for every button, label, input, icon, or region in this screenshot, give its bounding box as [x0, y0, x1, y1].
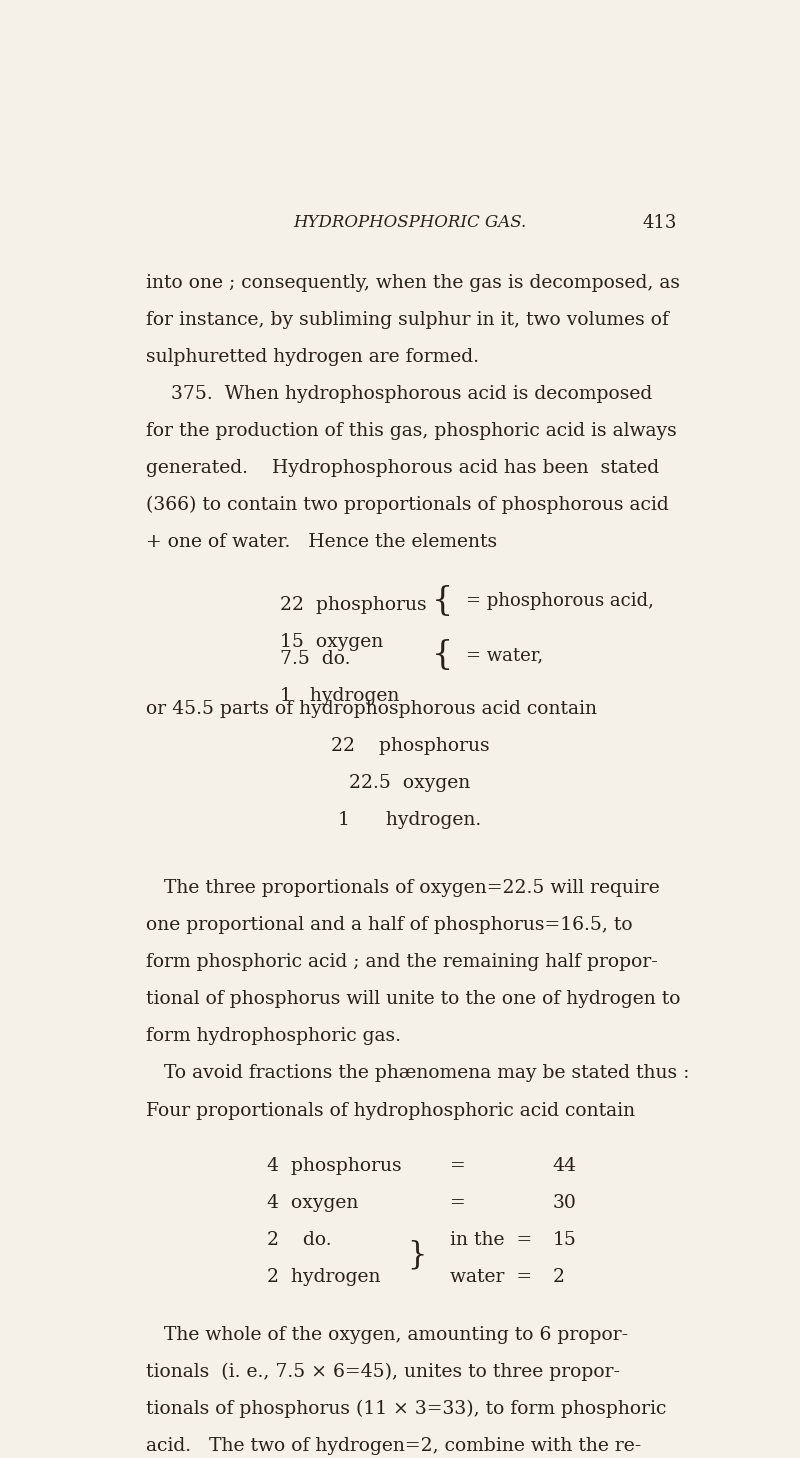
Text: tional of phosphorus will unite to the one of hydrogen to: tional of phosphorus will unite to the o… [146, 990, 681, 1009]
Text: 7.5  do.: 7.5 do. [280, 650, 350, 668]
Text: water  =: water = [450, 1268, 533, 1286]
Text: (366) to contain two proportionals of phosphorous acid: (366) to contain two proportionals of ph… [146, 496, 670, 515]
Text: 1      hydrogen.: 1 hydrogen. [338, 811, 482, 828]
Text: form phosphoric acid ; and the remaining half propor-: form phosphoric acid ; and the remaining… [146, 954, 658, 971]
Text: generated.    Hydrophosphorous acid has been  stated: generated. Hydrophosphorous acid has bee… [146, 459, 660, 477]
Text: 375.  When hydrophosphorous acid is decomposed: 375. When hydrophosphorous acid is decom… [171, 385, 653, 402]
Text: 4  oxygen: 4 oxygen [267, 1194, 358, 1212]
Text: 15: 15 [553, 1231, 577, 1250]
Text: = water,: = water, [466, 646, 543, 665]
Text: 1   hydrogen: 1 hydrogen [280, 687, 399, 704]
Text: acid.   The two of hydrogen=2, combine with the re-: acid. The two of hydrogen=2, combine wit… [146, 1436, 642, 1455]
Text: for instance, by subliming sulphur in it, two volumes of: for instance, by subliming sulphur in it… [146, 311, 670, 328]
Text: 2  hydrogen: 2 hydrogen [267, 1268, 381, 1286]
Text: 22  phosphorus: 22 phosphorus [280, 596, 426, 614]
Text: sulphuretted hydrogen are formed.: sulphuretted hydrogen are formed. [146, 347, 479, 366]
Text: The three proportionals of oxygen=22.5 will require: The three proportionals of oxygen=22.5 w… [146, 879, 660, 897]
Text: 22    phosphorus: 22 phosphorus [330, 736, 490, 755]
Text: {: { [432, 586, 453, 617]
Text: in the  =: in the = [450, 1231, 533, 1250]
Text: =: = [450, 1194, 466, 1212]
Text: {: { [432, 639, 453, 671]
Text: =: = [450, 1158, 466, 1175]
Text: tionals  (i. e., 7.5 × 6=45), unites to three propor-: tionals (i. e., 7.5 × 6=45), unites to t… [146, 1363, 621, 1381]
Text: or 45.5 parts of hydrophosphorous acid contain: or 45.5 parts of hydrophosphorous acid c… [146, 700, 598, 717]
Text: 22.5  oxygen: 22.5 oxygen [350, 774, 470, 792]
Text: HYDROPHOSPHORIC GAS.: HYDROPHOSPHORIC GAS. [294, 214, 526, 232]
Text: = phosphorous acid,: = phosphorous acid, [466, 592, 654, 611]
Text: 2: 2 [553, 1268, 565, 1286]
Text: form hydrophosphoric gas.: form hydrophosphoric gas. [146, 1028, 402, 1045]
Text: Four proportionals of hydrophosphoric acid contain: Four proportionals of hydrophosphoric ac… [146, 1102, 636, 1120]
Text: }: } [407, 1239, 426, 1271]
Text: 413: 413 [642, 214, 677, 232]
Text: 30: 30 [553, 1194, 577, 1212]
Text: 4  phosphorus: 4 phosphorus [267, 1158, 402, 1175]
Text: + one of water.   Hence the elements: + one of water. Hence the elements [146, 532, 498, 551]
Text: 15  oxygen: 15 oxygen [280, 633, 383, 650]
Text: one proportional and a half of phosphorus=16.5, to: one proportional and a half of phosphoru… [146, 916, 633, 935]
Text: The whole of the oxygen, amounting to 6 propor-: The whole of the oxygen, amounting to 6 … [146, 1325, 629, 1344]
Text: into one ; consequently, when the gas is decomposed, as: into one ; consequently, when the gas is… [146, 274, 681, 292]
Text: 44: 44 [553, 1158, 577, 1175]
Text: tionals of phosphorus (11 × 3=33), to form phosphoric: tionals of phosphorus (11 × 3=33), to fo… [146, 1400, 667, 1419]
Text: for the production of this gas, phosphoric acid is always: for the production of this gas, phosphor… [146, 421, 678, 440]
Text: 2    do.: 2 do. [267, 1231, 332, 1250]
Text: To avoid fractions the phænomena may be stated thus :: To avoid fractions the phænomena may be … [146, 1064, 690, 1082]
